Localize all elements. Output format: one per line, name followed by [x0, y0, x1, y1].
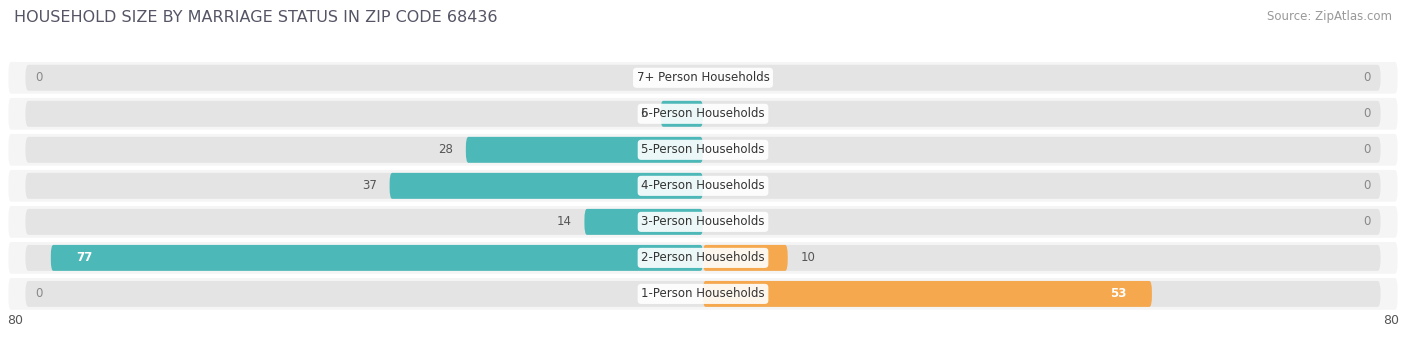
FancyBboxPatch shape — [8, 278, 1398, 310]
Text: 1-Person Households: 1-Person Households — [641, 287, 765, 300]
Text: 0: 0 — [1364, 179, 1371, 192]
FancyBboxPatch shape — [25, 173, 1381, 199]
Text: 80: 80 — [1384, 314, 1399, 327]
FancyBboxPatch shape — [465, 137, 703, 163]
Text: 14: 14 — [557, 216, 572, 228]
FancyBboxPatch shape — [8, 206, 1398, 238]
FancyBboxPatch shape — [389, 173, 703, 199]
Text: 5: 5 — [641, 107, 648, 120]
Text: HOUSEHOLD SIZE BY MARRIAGE STATUS IN ZIP CODE 68436: HOUSEHOLD SIZE BY MARRIAGE STATUS IN ZIP… — [14, 10, 498, 25]
FancyBboxPatch shape — [25, 137, 1381, 163]
Text: 0: 0 — [1364, 143, 1371, 156]
Text: 2-Person Households: 2-Person Households — [641, 251, 765, 264]
Text: 0: 0 — [35, 71, 42, 84]
FancyBboxPatch shape — [25, 281, 1381, 307]
Text: 0: 0 — [35, 287, 42, 300]
FancyBboxPatch shape — [25, 65, 1381, 91]
Text: 77: 77 — [76, 251, 93, 264]
Text: 37: 37 — [361, 179, 377, 192]
Text: 4-Person Households: 4-Person Households — [641, 179, 765, 192]
Text: 5-Person Households: 5-Person Households — [641, 143, 765, 156]
Text: 80: 80 — [7, 314, 22, 327]
FancyBboxPatch shape — [51, 245, 703, 271]
Text: 7+ Person Households: 7+ Person Households — [637, 71, 769, 84]
Text: 3-Person Households: 3-Person Households — [641, 216, 765, 228]
FancyBboxPatch shape — [25, 209, 1381, 235]
Text: 6-Person Households: 6-Person Households — [641, 107, 765, 120]
FancyBboxPatch shape — [25, 101, 1381, 127]
Text: 53: 53 — [1111, 287, 1126, 300]
Text: Source: ZipAtlas.com: Source: ZipAtlas.com — [1267, 10, 1392, 23]
Text: 0: 0 — [1364, 107, 1371, 120]
FancyBboxPatch shape — [8, 242, 1398, 274]
FancyBboxPatch shape — [8, 98, 1398, 130]
Text: 10: 10 — [800, 251, 815, 264]
FancyBboxPatch shape — [703, 245, 787, 271]
Text: 0: 0 — [1364, 216, 1371, 228]
FancyBboxPatch shape — [661, 101, 703, 127]
FancyBboxPatch shape — [8, 170, 1398, 202]
Text: 28: 28 — [439, 143, 453, 156]
Text: 0: 0 — [1364, 71, 1371, 84]
FancyBboxPatch shape — [25, 245, 1381, 271]
FancyBboxPatch shape — [585, 209, 703, 235]
FancyBboxPatch shape — [8, 62, 1398, 94]
FancyBboxPatch shape — [703, 281, 1152, 307]
FancyBboxPatch shape — [8, 134, 1398, 166]
